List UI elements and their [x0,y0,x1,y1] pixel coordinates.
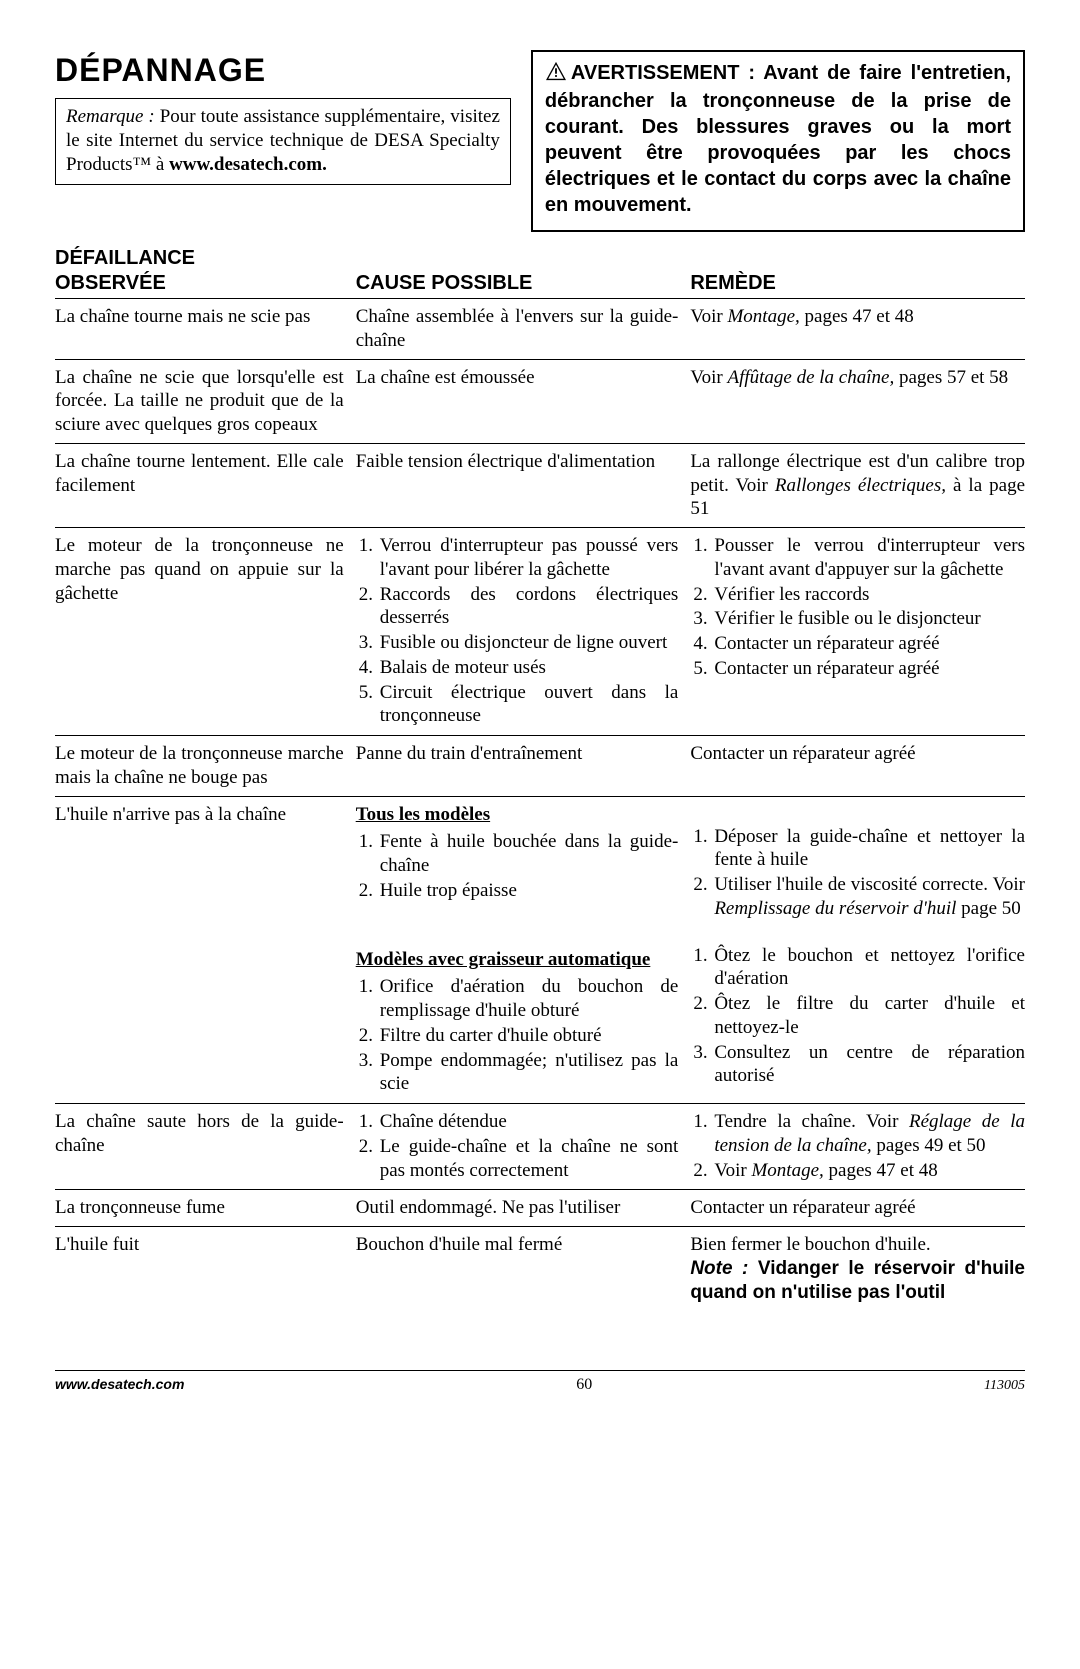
table-row: L'huile fuit Bouchon d'huile mal fermé B… [55,1227,1025,1311]
table-row: La chaîne saute hors de la guide-chaîne … [55,1104,1025,1190]
cause-cell: Verrou d'interrupteur pas poussé vers l'… [356,528,691,736]
rem-cell: Pousser le verrou d'interrupteur vers l'… [690,528,1025,736]
table-row: La chaîne ne scie que lorsqu'elle est fo… [55,359,1025,443]
footer-code: 113005 [984,1377,1025,1395]
footer-page: 60 [576,1375,592,1395]
cause-cell: La chaîne est émoussée [356,359,691,443]
subhead-all-models: Tous les modèles [356,803,679,827]
warning-icon [545,61,567,88]
rem-cell: Voir Montage, pages 47 et 48 [690,299,1025,360]
obs-cell: Le moteur de la tronçonneuse marche mais… [55,736,356,797]
table-row: L'huile n'arrive pas à la chaîne Tous le… [55,796,1025,1104]
rem-cell: Voir Affûtage de la chaîne, pages 57 et … [690,359,1025,443]
page-title: DÉPANNAGE [55,50,511,90]
obs-cell: L'huile fuit [55,1227,356,1311]
obs-cell: La chaîne tourne mais ne scie pas [55,299,356,360]
obs-cell: La chaîne saute hors de la guide-chaîne [55,1104,356,1190]
warning-text: AVERTISSEMENT : Avant de faire l'entreti… [545,62,1011,216]
header-observed: DÉFAILLANCEOBSERVÉE [55,242,356,299]
rem-cell: Déposer la guide-chaîne et nettoyer la f… [690,796,1025,1104]
cause-cell: Faible tension électrique d'alimentation [356,443,691,527]
remarque-url: www.desatech.com. [169,154,327,175]
rem-cell: La rallonge électrique est d'un calibre … [690,443,1025,527]
header-remedy: REMÈDE [690,242,1025,299]
cause-cell: Chaîne détendue Le guide-chaîne et la ch… [356,1104,691,1190]
header-cause: CAUSE POSSIBLE [356,242,691,299]
warning-box: AVERTISSEMENT : Avant de faire l'entreti… [531,50,1025,232]
rem-cell: Contacter un réparateur agréé [690,1190,1025,1227]
obs-cell: La tronçonneuse fume [55,1190,356,1227]
rem-cell: Bien fermer le bouchon d'huile. Note : V… [690,1227,1025,1311]
page-footer: www.desatech.com 60 113005 [55,1370,1025,1395]
table-row: La tronçonneuse fume Outil endommagé. Ne… [55,1190,1025,1227]
troubleshooting-table: DÉFAILLANCEOBSERVÉE CAUSE POSSIBLE REMÈD… [55,242,1025,1310]
rem-cell: Tendre la chaîne. Voir Réglage de la ten… [690,1104,1025,1190]
cause-cell: Tous les modèles Fente à huile bouchée d… [356,796,691,1104]
obs-cell: L'huile n'arrive pas à la chaîne [55,796,356,1104]
obs-cell: La chaîne ne scie que lorsqu'elle est fo… [55,359,356,443]
remarque-box: Remarque : Pour toute assistance supplém… [55,98,511,185]
cause-cell: Bouchon d'huile mal fermé [356,1227,691,1311]
table-row: Le moteur de la tronçonneuse ne marche p… [55,528,1025,736]
table-row: La chaîne tourne lentement. Elle cale fa… [55,443,1025,527]
subhead-auto-oiler: Modèles avec graisseur automatique [356,948,679,972]
table-row: La chaîne tourne mais ne scie pas Chaîne… [55,299,1025,360]
header-region: DÉPANNAGE Remarque : Pour toute assistan… [55,50,1025,232]
cause-cell: Chaîne assemblée à l'envers sur la guide… [356,299,691,360]
table-row: Le moteur de la tronçonneuse marche mais… [55,736,1025,797]
rem-cell: Contacter un réparateur agréé [690,736,1025,797]
obs-cell: Le moteur de la tronçonneuse ne marche p… [55,528,356,736]
cause-cell: Outil endommagé. Ne pas l'utiliser [356,1190,691,1227]
cause-cell: Panne du train d'entraînement [356,736,691,797]
obs-cell: La chaîne tourne lentement. Elle cale fa… [55,443,356,527]
remarque-lead: Remarque : [66,106,160,127]
footer-url: www.desatech.com [55,1376,184,1394]
